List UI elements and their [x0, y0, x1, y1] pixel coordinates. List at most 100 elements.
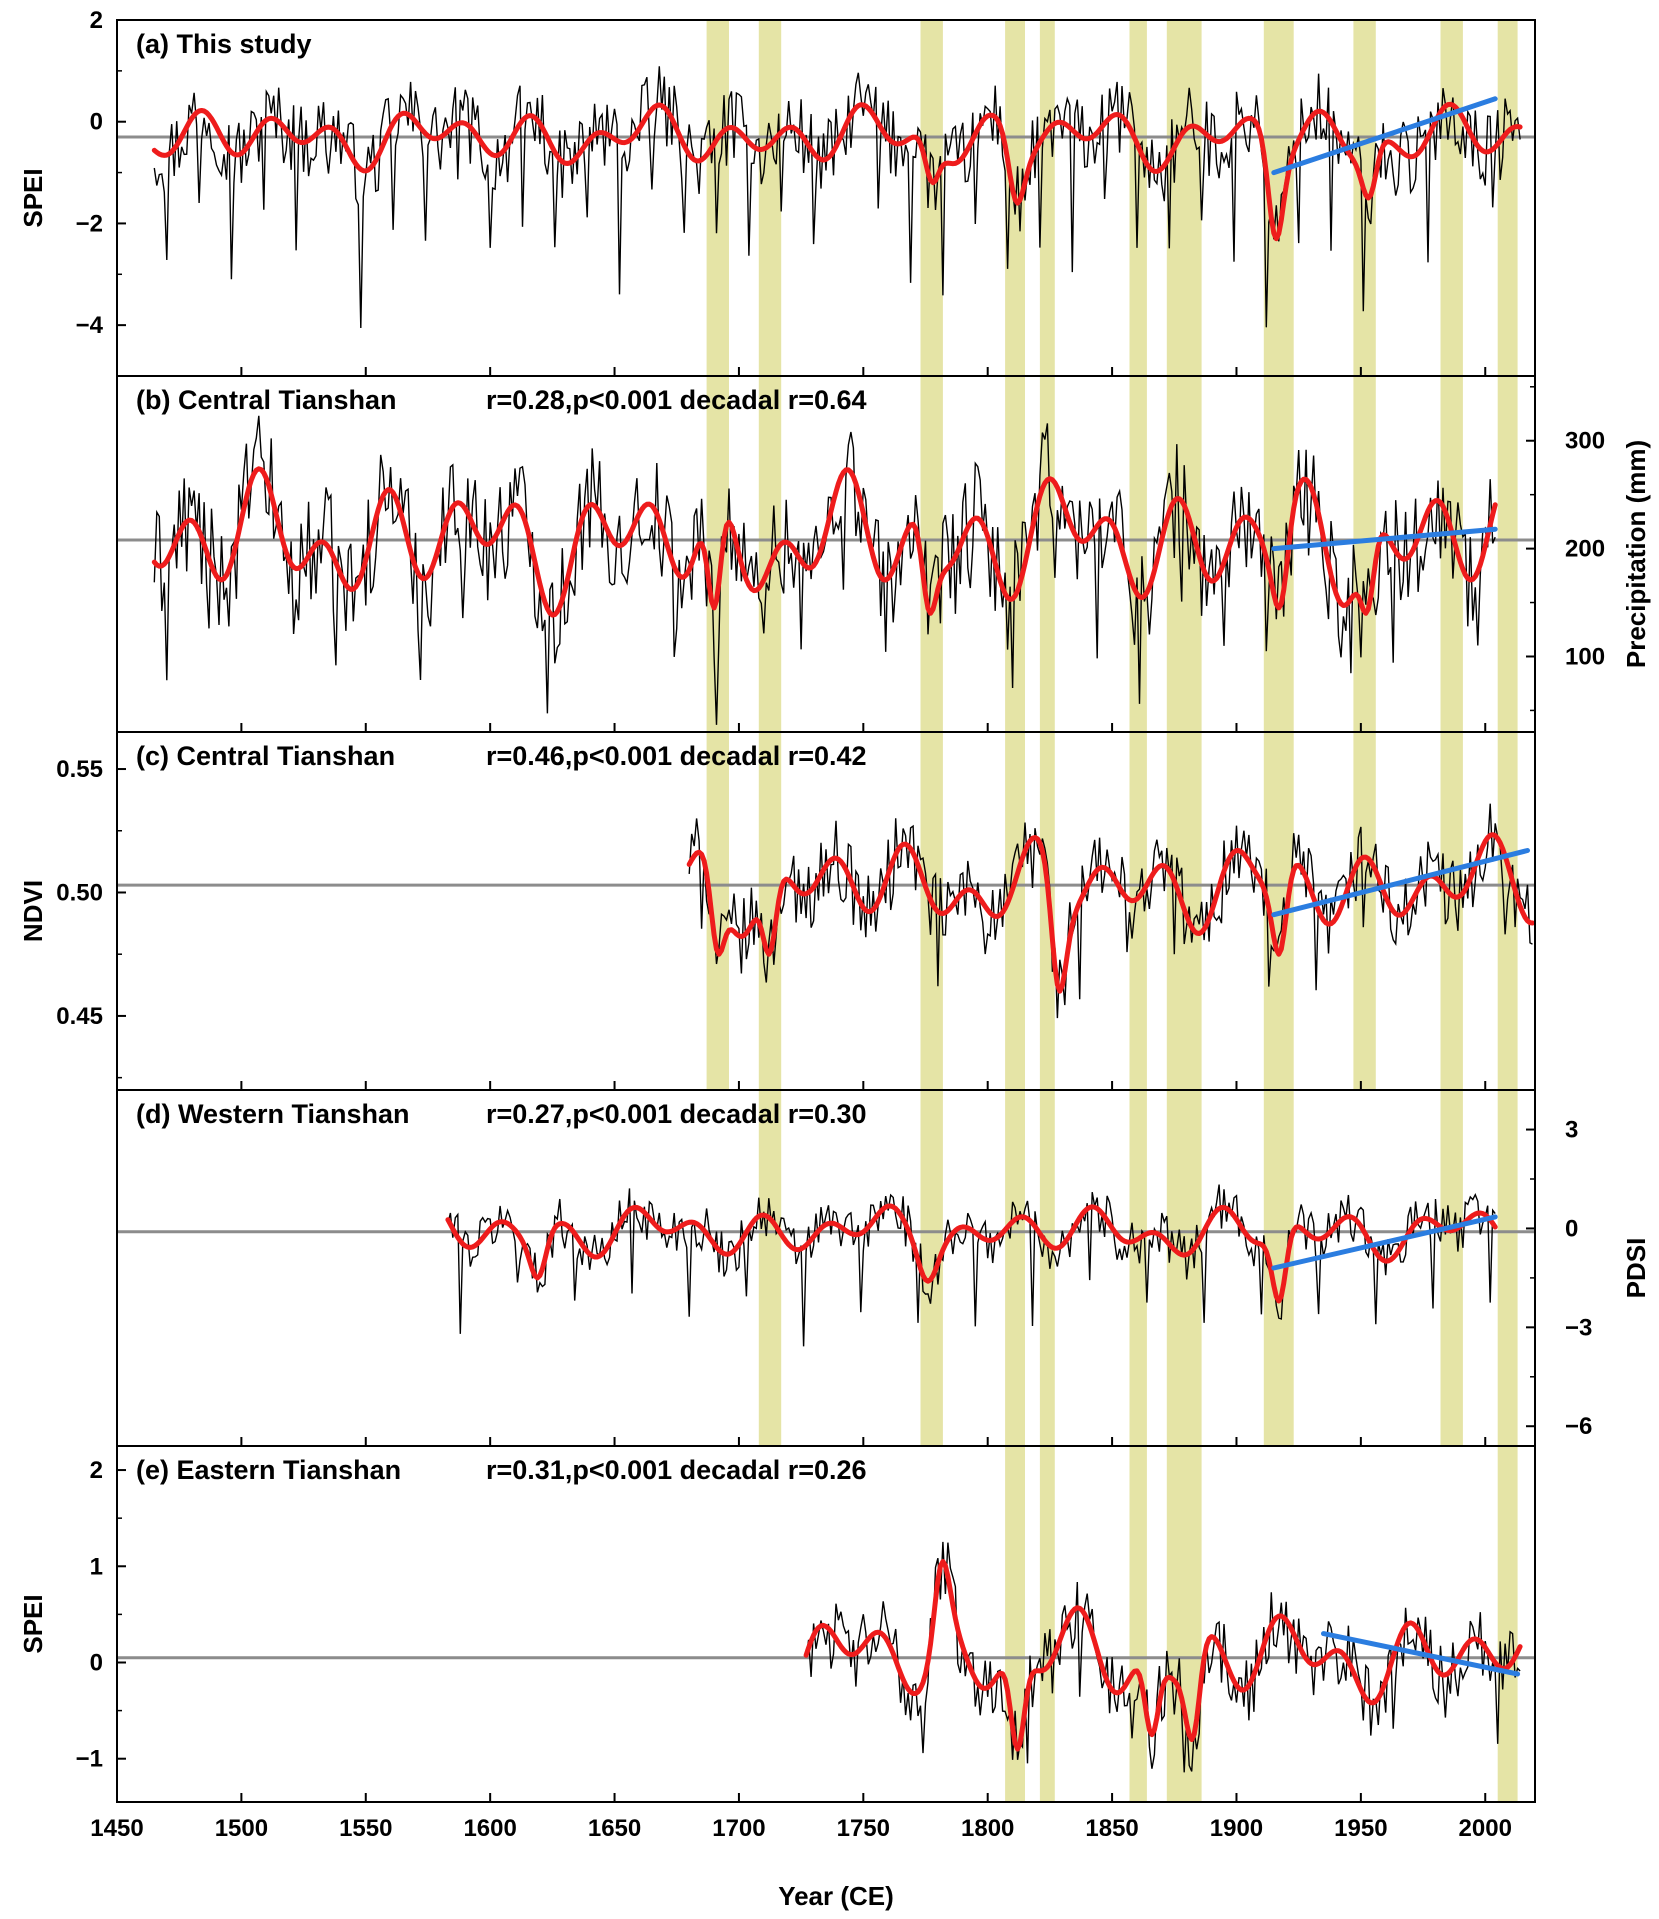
panel-d: −6 −3 0 3 PDSI (d) Western Tianshan r=0.27,p<0…: [116, 1089, 1651, 1447]
y-tick-label: 100: [1565, 643, 1605, 670]
drought-band: [706, 376, 729, 732]
panel-a: −4 −2 0 2 SPEI (a) This study: [18, 7, 1536, 377]
series-group: [151, 415, 1498, 725]
drought-band: [1129, 1446, 1147, 1802]
x-axis-title: Year (CE): [778, 1881, 894, 1911]
panel-stats: r=0.46,p<0.001 decadal r=0.42: [486, 741, 867, 771]
series-group: [445, 1184, 1498, 1347]
y-tick-label: 2: [90, 7, 103, 34]
drought-band: [758, 1090, 782, 1446]
drought-band: [1497, 20, 1518, 376]
drought-band: [1166, 376, 1202, 732]
trend-line: [1271, 96, 1498, 176]
y-tick-label: −2: [76, 210, 103, 237]
y-tick-label: 0.50: [56, 879, 103, 906]
drought-band: [1005, 1090, 1025, 1446]
drought-band: [1497, 1090, 1518, 1446]
y-tick-label: 1: [90, 1553, 103, 1580]
panel-frame: [116, 1089, 1536, 1447]
panel-title: (d) Western Tianshan: [136, 1099, 410, 1129]
drought-band: [1039, 732, 1055, 1090]
series-group: [151, 66, 1523, 329]
trend-line: [1271, 848, 1530, 918]
x-tick-label: 1950: [1334, 1815, 1387, 1842]
drought-band: [1129, 376, 1147, 732]
y-tick-label: −6: [1565, 1413, 1592, 1440]
panel-title: (e) Eastern Tianshan: [136, 1455, 401, 1485]
y-axis-title: NDVI: [18, 880, 48, 942]
panel-c: 0.45 0.50 0.55 NDVI (c) Central Tianshan r=0.…: [18, 731, 1536, 1091]
drought-band: [1497, 732, 1518, 1090]
smoothed-series-line: [151, 101, 1523, 242]
drought-band: [1440, 732, 1463, 1090]
panel-frame: [116, 1445, 1536, 1803]
y-tick-label: 200: [1565, 536, 1605, 563]
y-axis-title: Precipitation (mm): [1621, 440, 1651, 668]
raw-series-line: [153, 66, 1521, 329]
y-tick-label: 0.55: [56, 756, 103, 783]
drought-band: [706, 732, 729, 1090]
raw-series-line: [153, 415, 1496, 725]
y-tick-label: 0: [1565, 1215, 1578, 1242]
drought-band: [758, 376, 782, 732]
panel-frame: [116, 19, 1536, 377]
trend-line: [1271, 526, 1498, 552]
drought-band: [1005, 732, 1025, 1090]
y-tick-label: 3: [1565, 1117, 1578, 1144]
series-group: [686, 803, 1535, 1019]
trend-line: [1271, 1214, 1498, 1271]
x-tick-label: 1900: [1210, 1815, 1263, 1842]
drought-band: [1353, 376, 1376, 732]
drought-band: [1166, 1090, 1202, 1446]
drought-band: [1039, 1446, 1055, 1802]
panel-title: (c) Central Tianshan: [136, 741, 395, 771]
drought-band: [1166, 20, 1202, 376]
y-tick-label: 2: [90, 1457, 103, 1484]
y-tick-label: −3: [1565, 1314, 1592, 1341]
y-axis-title: SPEI: [18, 168, 48, 227]
drought-band: [1129, 732, 1147, 1090]
drought-band: [920, 20, 943, 376]
panel-stats: r=0.28,p<0.001 decadal r=0.64: [486, 385, 867, 415]
panel-stats: r=0.27,p<0.001 decadal r=0.30: [486, 1099, 867, 1129]
y-tick-label: 0.45: [56, 1003, 103, 1030]
drought-band: [1497, 1446, 1518, 1802]
x-tick-label: 1600: [463, 1815, 516, 1842]
drought-band: [1353, 20, 1376, 376]
panel-title: (b) Central Tianshan: [136, 385, 397, 415]
panel-frame: [116, 731, 1536, 1091]
smoothed-series-line: [151, 466, 1498, 618]
panel-b: 100 200 300 Precipitation (mm) (b) Central T…: [116, 375, 1651, 733]
smoothed-series-line: [445, 1203, 1498, 1304]
panel-title: (a) This study: [136, 29, 312, 59]
drought-band: [920, 376, 943, 732]
y-tick-label: −4: [76, 312, 104, 339]
y-tick-label: 0: [90, 109, 103, 136]
y-axis-title: SPEI: [18, 1594, 48, 1653]
drought-band: [1440, 20, 1463, 376]
y-tick-label: 300: [1565, 428, 1605, 455]
x-tick-label: 1700: [712, 1815, 765, 1842]
series-group: [803, 1541, 1523, 1773]
x-tick-label: 1650: [588, 1815, 641, 1842]
drought-band: [1039, 20, 1055, 376]
x-tick-label: 1500: [215, 1815, 268, 1842]
drought-band: [1039, 376, 1055, 732]
trend-line: [1321, 1631, 1521, 1677]
drought-band: [758, 20, 782, 376]
drought-band: [1497, 376, 1518, 732]
x-tick-label: 1800: [961, 1815, 1014, 1842]
x-tick-label: 1850: [1085, 1815, 1138, 1842]
drought-band: [1129, 1090, 1147, 1446]
x-tick-label: 2000: [1459, 1815, 1512, 1842]
drought-band: [920, 1090, 943, 1446]
drought-band: [1039, 1090, 1055, 1446]
smoothed-series-line: [686, 832, 1535, 994]
x-tick-label: 1750: [837, 1815, 890, 1842]
y-tick-label: 0: [90, 1649, 103, 1676]
drought-band: [758, 732, 782, 1090]
y-axis-title: PDSI: [1621, 1238, 1651, 1299]
drought-band: [1440, 1090, 1463, 1446]
